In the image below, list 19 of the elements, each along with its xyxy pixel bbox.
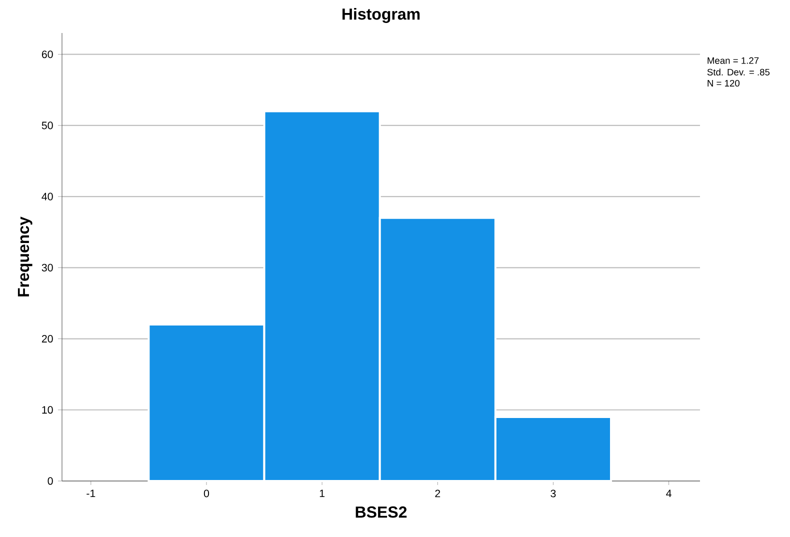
x-tick-label: 3	[550, 490, 556, 498]
x-tick-label: 0	[204, 490, 210, 498]
x-axis-title: BSES2	[356, 506, 407, 518]
text: Std. Dev. = .85	[707, 68, 770, 76]
text: N = 120	[708, 80, 740, 87]
y-tick-label: 40	[42, 192, 53, 200]
y-tick-label: 50	[42, 122, 53, 130]
chart-title: Histogram	[342, 8, 420, 23]
y-tick-label: 10	[42, 406, 53, 414]
y-tick-label: 0	[48, 477, 53, 485]
text: Mean = 1.27	[708, 57, 759, 64]
x-tick-label: 1	[320, 490, 325, 498]
x-tick-label: 4	[666, 490, 672, 498]
x-tick-label: 2	[435, 490, 440, 498]
y-axis-title: Frequency	[18, 216, 32, 296]
y-tick-label: 30	[42, 264, 53, 272]
x-tick-label: -1	[86, 490, 96, 498]
y-tick-label: 60	[42, 50, 53, 58]
y-tick-label: 20	[42, 335, 53, 343]
